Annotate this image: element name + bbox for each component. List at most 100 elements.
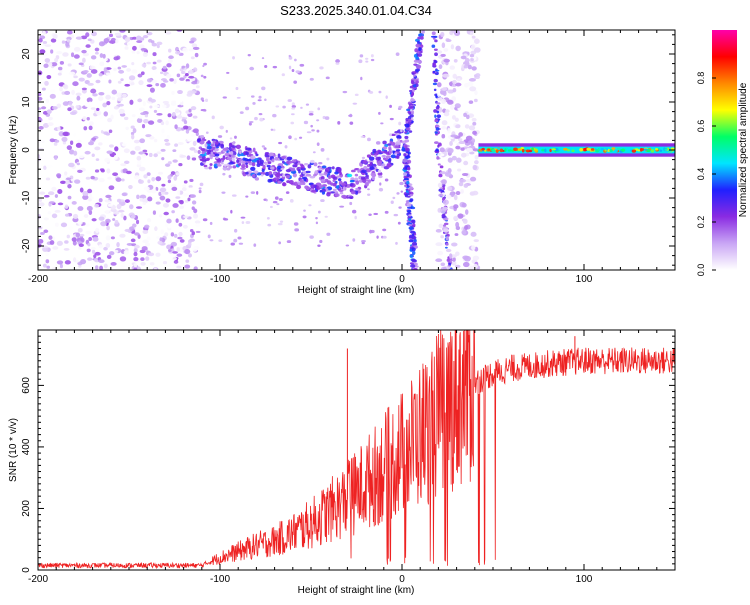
heatmap-cell: [178, 163, 183, 167]
heatmap-cell: [59, 86, 63, 92]
heatmap-cell: [130, 150, 136, 155]
heatmap-cell: [235, 156, 238, 159]
heatmap-cell: [68, 71, 76, 76]
heatmap-cell: [256, 159, 260, 164]
snr-spikes: [346, 336, 576, 500]
figure-title: S233.2025.340.01.04.C34: [280, 3, 432, 18]
heatmap-cell: [449, 141, 453, 147]
heatmap-cell: [56, 240, 63, 246]
heatmap-cell: [386, 163, 392, 168]
heatmap-cell: [111, 89, 118, 95]
heatmap-cell: [51, 267, 57, 270]
heatmap-cell: [165, 198, 171, 203]
heatmap-cell: [237, 236, 242, 240]
heatmap-cell: [53, 142, 58, 146]
heatmap-cell: [278, 197, 283, 202]
heatmap-cell: [136, 117, 143, 124]
heatmap-cell: [59, 61, 65, 65]
heatmap-cell: [378, 111, 381, 115]
heatmap-cell: [404, 139, 410, 143]
heatmap-cell: [264, 162, 269, 166]
heatmap-cell: [132, 45, 137, 51]
heatmap-cell: [460, 189, 464, 194]
heatmap-cell: [38, 112, 41, 116]
heatmap-cell: [86, 117, 90, 121]
heatmap-cell: [414, 78, 419, 81]
heatmap-cell: [179, 239, 185, 243]
heatmap-cell: [43, 229, 49, 234]
heatmap-cell: [192, 67, 198, 73]
heatmap-cell: [337, 121, 341, 125]
heatmap-cell: [432, 82, 438, 86]
heatmap-cell: [64, 213, 70, 217]
heatmap-cell: [57, 66, 63, 71]
heatmap-cell: [239, 158, 243, 162]
heatmap-cell: [447, 89, 454, 94]
heatmap-cell: [98, 177, 105, 183]
heatmap-cell: [439, 165, 444, 169]
heatmap-cell: [98, 72, 103, 77]
heatmap-cell: [282, 182, 286, 186]
heatmap-cell: [118, 69, 125, 74]
heatmap-cell: [135, 219, 140, 225]
heatmap-cell: [66, 30, 73, 35]
heatmap-cell: [92, 236, 99, 242]
heatmap-cell: [199, 158, 205, 162]
heatmap-cell: [46, 265, 51, 269]
heatmap-cell: [201, 99, 205, 102]
heatmap-cell: [63, 247, 70, 251]
heatmap-cell: [191, 43, 198, 48]
heatmap-cell: [220, 162, 224, 165]
heatmap-cell: [198, 189, 202, 194]
heatmap-cell: [378, 175, 383, 179]
heatmap-cell: [464, 124, 470, 129]
heatmap-cell: [133, 257, 139, 262]
heatmap-cell: [209, 153, 215, 157]
heatmap-cell: [336, 175, 341, 178]
heatmap-cell: [455, 124, 461, 129]
heatmap-cell: [133, 262, 138, 268]
heatmap-cell: [365, 57, 369, 60]
heatmap-cell: [162, 261, 168, 265]
heatmap-cell: [106, 150, 113, 154]
heatmap-cell: [105, 94, 111, 100]
heatmap-cell: [267, 161, 272, 165]
heatmap-cell: [447, 127, 451, 134]
heatmap-cell: [87, 82, 94, 86]
heatmap-cell: [200, 74, 204, 78]
heatmap-cell: [57, 72, 62, 76]
heatmap-cell: [199, 182, 204, 187]
heatmap-cell: [123, 148, 130, 154]
heatmap-cell: [161, 157, 165, 161]
heatmap-cell: [254, 151, 258, 155]
snr-series-line: [38, 330, 675, 570]
heatmap-cell: [639, 147, 643, 152]
heatmap-cell: [260, 173, 264, 177]
heatmap-cell: [411, 241, 418, 246]
heatmap-cell: [64, 240, 69, 244]
heatmap-cell: [644, 148, 648, 151]
heatmap-cell: [251, 173, 256, 178]
heatmap-cell: [103, 111, 109, 117]
heatmap-cell: [318, 173, 325, 176]
heatmap-cell: [287, 99, 293, 102]
heatmap-cell: [164, 138, 170, 142]
heatmap-cell: [126, 68, 132, 72]
heatmap-cell: [318, 166, 322, 170]
heatmap-cell: [408, 183, 413, 186]
heatmap-cell: [85, 230, 92, 235]
heatmap-cell: [361, 156, 366, 159]
heatmap-cell: [274, 156, 279, 161]
heatmap-cell: [154, 104, 160, 108]
heatmap-cell: [387, 160, 392, 164]
heatmap-cell: [457, 77, 461, 82]
heatmap-cell: [354, 173, 359, 177]
heatmap-cell: [176, 265, 182, 269]
heatmap-cell: [85, 44, 91, 48]
heatmap-cell: [84, 150, 91, 155]
heatmap-cell: [56, 260, 64, 265]
heatmap-cell: [324, 167, 331, 173]
heatmap-cell: [281, 155, 287, 160]
heatmap-cell: [462, 261, 470, 268]
heatmap-cell: [445, 39, 452, 43]
